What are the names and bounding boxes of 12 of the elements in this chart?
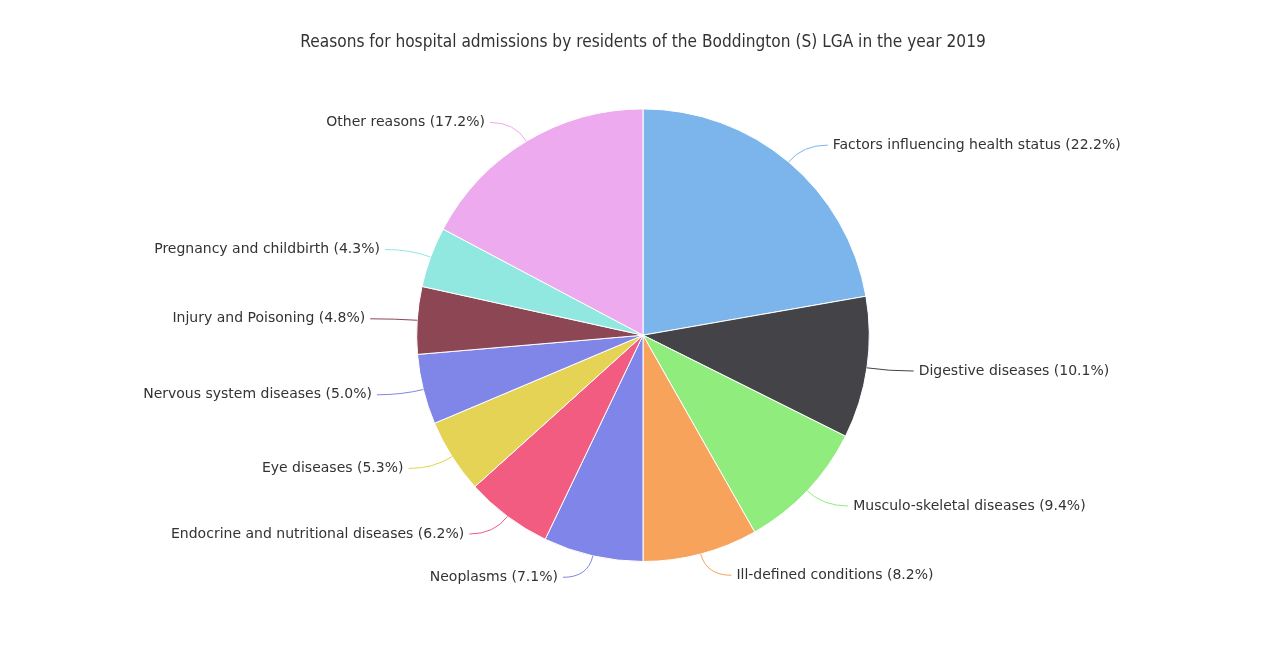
slice-label: Pregnancy and childbirth (4.3%) bbox=[154, 240, 380, 257]
slice-label: Eye diseases (5.3%) bbox=[261, 459, 404, 476]
slice-label: Other reasons (17.2%) bbox=[326, 113, 486, 130]
slice-label: Endocrine and nutritional diseases (6.2%) bbox=[171, 524, 465, 541]
slice-label: Injury and Poisoning (4.8%) bbox=[172, 309, 366, 326]
slice-label: Digestive diseases (10.1%) bbox=[918, 361, 1110, 378]
slice-label: Neoplasms (7.1%) bbox=[429, 567, 558, 584]
slice-label: Musculo-skeletal diseases (9.4%) bbox=[853, 496, 1086, 513]
chart-title: Reasons for hospital admissions by residents of the Boddington (S) LGA in the year 2019 bbox=[300, 30, 986, 51]
slice-label: Ill-defined conditions (8.2%) bbox=[736, 565, 934, 582]
slice-label: Nervous system diseases (5.0%) bbox=[143, 385, 372, 402]
slice-label: Factors influencing health status (22.2%) bbox=[832, 135, 1121, 152]
